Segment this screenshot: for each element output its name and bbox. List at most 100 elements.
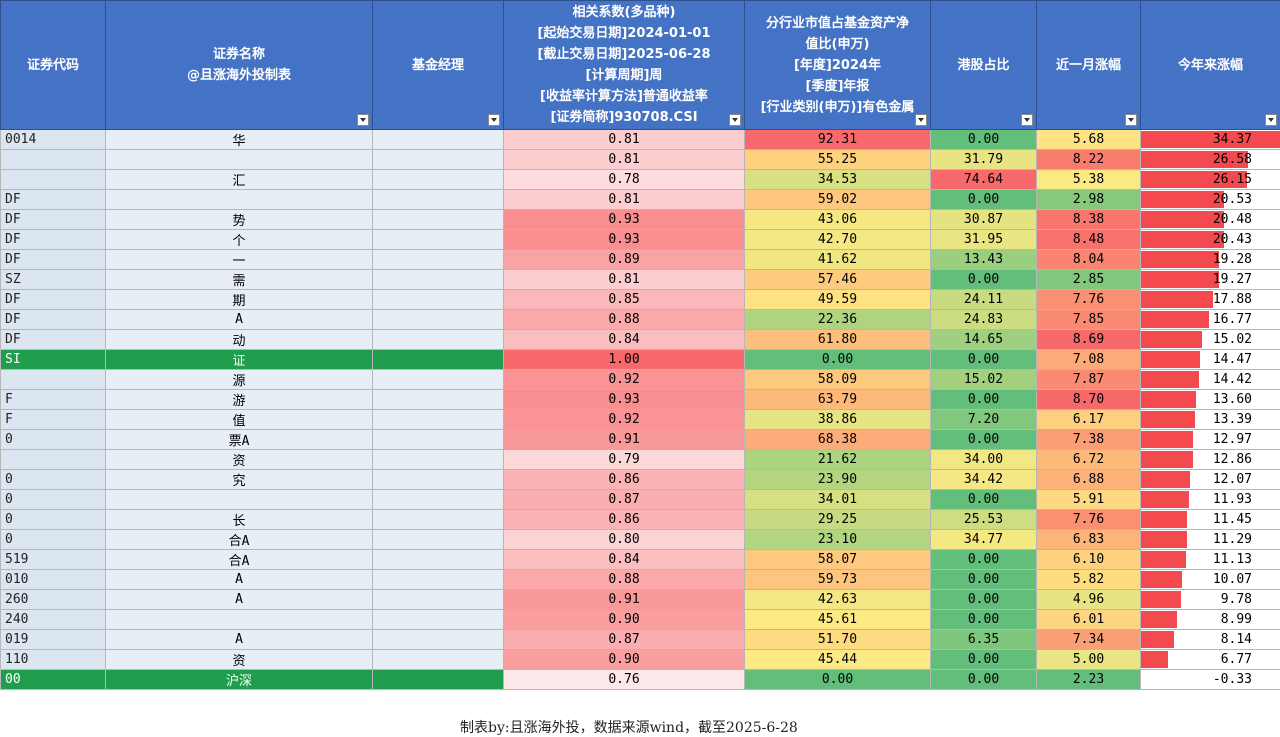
cell-hk: 0.00 xyxy=(930,269,1037,290)
filter-dropdown-icon[interactable] xyxy=(357,114,369,126)
cell-industry: 61.80 xyxy=(744,329,931,350)
cell-corr: 0.91 xyxy=(503,589,745,610)
cell-code: DF xyxy=(0,209,106,230)
cell-code: 00 xyxy=(0,669,106,690)
filter-dropdown-icon[interactable] xyxy=(915,114,927,126)
cell-corr: 0.91 xyxy=(503,429,745,450)
cell-name: 资 xyxy=(105,449,373,470)
cell-ytd: 20.43 xyxy=(1140,229,1280,250)
cell-corr: 0.84 xyxy=(503,549,745,570)
cell-code: DF xyxy=(0,329,106,350)
cell-code xyxy=(0,369,106,390)
col-code-header: 证券代码 xyxy=(0,0,106,130)
cell-industry: 23.90 xyxy=(744,469,931,490)
filter-dropdown-icon[interactable] xyxy=(1021,114,1033,126)
cell-ytd: -0.33 xyxy=(1140,669,1280,690)
cell-ytd: 20.48 xyxy=(1140,209,1280,230)
cell-month: 7.08 xyxy=(1036,349,1141,370)
ytd-value: 9.78 xyxy=(1220,592,1252,607)
ytd-value: 12.07 xyxy=(1212,472,1252,487)
table-row: DF 一 0.89 41.62 13.43 8.04 19.28 xyxy=(0,249,1280,270)
cell-corr: 0.93 xyxy=(503,229,745,250)
header-row: 证券代码 证券名称 @且涨海外投制表 基金经理 相关系数(多品种) [起始交易日… xyxy=(0,0,1280,130)
ytd-databar xyxy=(1141,551,1186,568)
table-row: 010 A 0.88 59.73 0.00 5.82 10.07 xyxy=(0,569,1280,590)
index-row: SI 证 1.00 0.00 0.00 7.08 14.47 xyxy=(0,349,1280,370)
ytd-value: 11.45 xyxy=(1212,512,1252,527)
cell-code: 0 xyxy=(0,509,106,530)
table-row: DF 个 0.93 42.70 31.95 8.48 20.43 xyxy=(0,229,1280,250)
cell-ytd: 12.86 xyxy=(1140,449,1280,470)
cell-manager xyxy=(372,329,504,350)
cell-name xyxy=(105,489,373,510)
filter-dropdown-icon[interactable] xyxy=(729,114,741,126)
cell-code: 010 xyxy=(0,569,106,590)
cell-industry: 42.70 xyxy=(744,229,931,250)
cell-hk: 30.87 xyxy=(930,209,1037,230)
ytd-value: 20.53 xyxy=(1212,192,1252,207)
cell-industry: 38.86 xyxy=(744,409,931,430)
cell-hk: 15.02 xyxy=(930,369,1037,390)
col-hk-header: 港股占比 xyxy=(930,0,1037,130)
cell-code: DF xyxy=(0,229,106,250)
cell-manager xyxy=(372,269,504,290)
cell-manager xyxy=(372,469,504,490)
cell-name: 游 xyxy=(105,389,373,410)
table-row: 0 究 0.86 23.90 34.42 6.88 12.07 xyxy=(0,469,1280,490)
cell-name: A xyxy=(105,569,373,590)
cell-industry: 58.09 xyxy=(744,369,931,390)
cell-industry: 0.00 xyxy=(744,349,931,370)
filter-dropdown-icon[interactable] xyxy=(1125,114,1137,126)
cell-industry: 49.59 xyxy=(744,289,931,310)
cell-hk: 34.77 xyxy=(930,529,1037,550)
cell-code: 0014 xyxy=(0,129,106,150)
cell-code: DF xyxy=(0,189,106,210)
ytd-value: 12.97 xyxy=(1212,432,1252,447)
cell-name: 源 xyxy=(105,369,373,390)
col-industry-header: 分行业市值占基金资产净 值比(申万) [年度]2024年 [季度]年报 [行业类… xyxy=(744,0,931,130)
ytd-databar xyxy=(1141,211,1224,228)
ytd-value: 8.14 xyxy=(1220,632,1252,647)
filter-dropdown-icon[interactable] xyxy=(488,114,500,126)
cell-manager xyxy=(372,409,504,430)
cell-month: 2.85 xyxy=(1036,269,1141,290)
cell-manager xyxy=(372,169,504,190)
cell-code: 260 xyxy=(0,589,106,610)
ytd-value: 13.60 xyxy=(1212,392,1252,407)
cell-hk: 24.83 xyxy=(930,309,1037,330)
cell-ytd: 14.42 xyxy=(1140,369,1280,390)
cell-code: 519 xyxy=(0,549,106,570)
cell-name: 究 xyxy=(105,469,373,490)
cell-code: SI xyxy=(0,349,106,370)
cell-hk: 6.35 xyxy=(930,629,1037,650)
table-row: 519 合A 0.84 58.07 0.00 6.10 11.13 xyxy=(0,549,1280,570)
cell-code xyxy=(0,169,106,190)
cell-ytd: 14.47 xyxy=(1140,349,1280,370)
cell-industry: 43.06 xyxy=(744,209,931,230)
cell-manager xyxy=(372,229,504,250)
ytd-databar xyxy=(1141,291,1214,308)
cell-code: 0 xyxy=(0,429,106,450)
cell-corr: 0.88 xyxy=(503,309,745,330)
cell-month: 7.76 xyxy=(1036,289,1141,310)
ytd-value: 20.43 xyxy=(1212,232,1252,247)
cell-name: A xyxy=(105,309,373,330)
ytd-databar xyxy=(1141,391,1196,408)
cell-ytd: 11.93 xyxy=(1140,489,1280,510)
cell-ytd: 8.14 xyxy=(1140,629,1280,650)
cell-hk: 0.00 xyxy=(930,189,1037,210)
cell-manager xyxy=(372,609,504,630)
cell-industry: 92.31 xyxy=(744,129,931,150)
cell-ytd: 13.39 xyxy=(1140,409,1280,430)
cell-hk: 0.00 xyxy=(930,569,1037,590)
cell-manager xyxy=(372,369,504,390)
cell-hk: 31.95 xyxy=(930,229,1037,250)
table-row: SZ 需 0.81 57.46 0.00 2.85 19.27 xyxy=(0,269,1280,290)
filter-dropdown-icon[interactable] xyxy=(1265,114,1277,126)
table-row: 0.81 55.25 31.79 8.22 26.58 xyxy=(0,149,1280,170)
table-row: 0014 华 0.81 92.31 0.00 5.68 34.37 xyxy=(0,129,1280,150)
table-row: 0 票A 0.91 68.38 0.00 7.38 12.97 xyxy=(0,429,1280,450)
ytd-value: 13.39 xyxy=(1212,412,1252,427)
cell-ytd: 20.53 xyxy=(1140,189,1280,210)
cell-ytd: 34.37 xyxy=(1140,129,1280,150)
